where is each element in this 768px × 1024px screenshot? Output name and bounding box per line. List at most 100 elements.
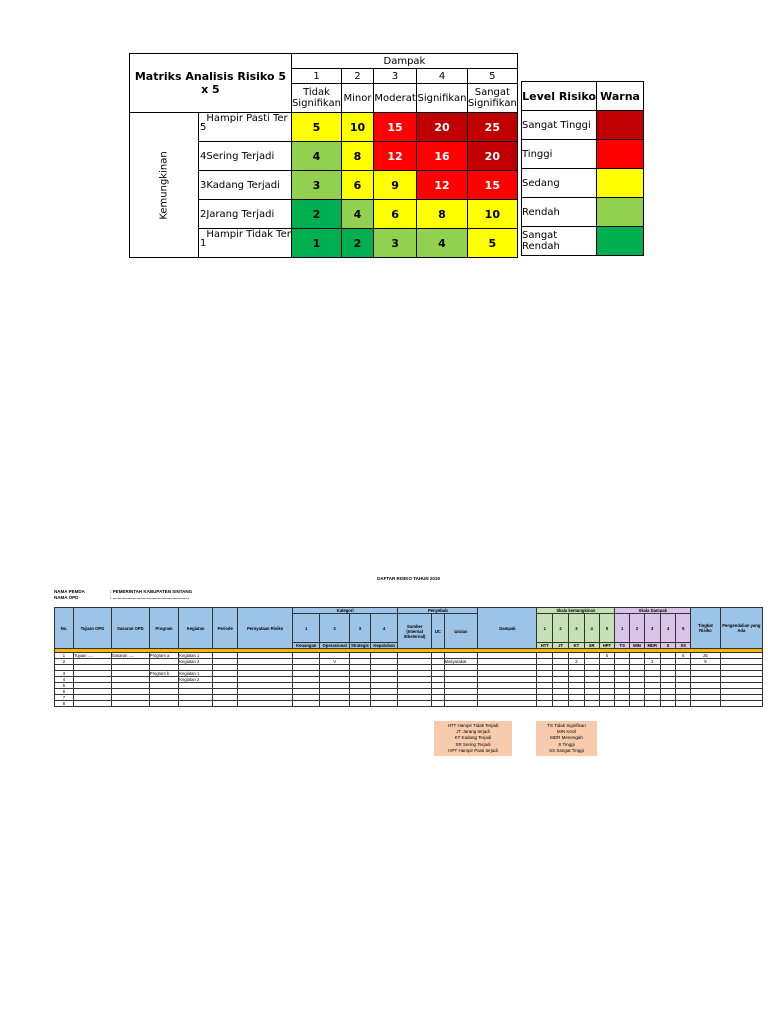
risk-score-cell: 10 <box>341 112 374 142</box>
impact-label: Moderat <box>372 83 418 113</box>
opd-key: NAMA OPD <box>54 595 79 600</box>
dam-num: 3 <box>643 613 661 643</box>
kategori-sub: Strategis <box>348 642 371 649</box>
impact-header: Dampak <box>290 53 519 69</box>
likelihood-label: Sering Terjadi <box>206 141 292 171</box>
note-line: KT Kadang Terjadi <box>454 735 492 741</box>
legend-color-swatch <box>596 110 644 140</box>
col-tujuan: Tujuan OPD <box>72 607 112 649</box>
impact-number: 4 <box>416 68 468 84</box>
risk-score-cell: 5 <box>466 228 519 258</box>
kategori-num: 4 <box>369 613 399 643</box>
risk-score-cell: 4 <box>416 228 468 258</box>
color-header: Warna <box>596 81 644 111</box>
cell-periode[interactable] <box>211 700 239 707</box>
cell-kat2[interactable] <box>319 700 350 707</box>
cell-kat3[interactable] <box>348 700 371 707</box>
cell-dam1[interactable] <box>614 700 631 707</box>
note-line: MDR Menengah <box>550 735 583 741</box>
risk-score-cell: 25 <box>466 112 519 142</box>
cell-kem4[interactable] <box>583 700 600 707</box>
risk-score-cell: 5 <box>290 112 343 142</box>
col-pernyataan: Pernyataan Risiko <box>237 607 294 649</box>
cell-pengendalian[interactable] <box>719 700 764 707</box>
legend-row: Rendah <box>520 197 644 227</box>
impact-label: Tidak Signifikan <box>290 83 343 113</box>
kategori-num: 1 <box>292 613 321 643</box>
level-header: Level Risiko <box>520 81 598 111</box>
risk-score-cell: 1 <box>290 228 343 258</box>
matrix-title: Matriks Analisis Risiko 5 x 5 <box>129 53 292 113</box>
legend-level-label: Sedang <box>520 168 598 198</box>
likelihood-row: 2 Jarang Terjadi 2 4 6 8 10 <box>130 199 519 229</box>
risk-score-cell: 2 <box>341 228 374 258</box>
kem-num: 1 <box>536 613 554 643</box>
risk-score-cell: 20 <box>416 112 468 142</box>
cell-kem5[interactable] <box>598 700 616 707</box>
cell-sumber[interactable] <box>397 700 433 707</box>
cell-uc[interactable] <box>431 700 445 707</box>
cell-dampak[interactable] <box>477 700 538 707</box>
likelihood-label: Hampir Tidak Ter <box>206 228 292 258</box>
col-sumber: Sumber (Internal /Eksternal) <box>397 613 433 649</box>
legend-row: Sangat Tinggi <box>520 110 644 140</box>
cell-tingkat[interactable] <box>690 700 721 707</box>
note-line: SS Sangat Tinggi <box>549 747 584 753</box>
cell-kat4[interactable] <box>369 700 399 707</box>
legend-color-swatch <box>596 197 644 227</box>
col-tingkat: Tingkat Risiko <box>690 607 721 649</box>
risk-score-cell: 6 <box>372 199 418 229</box>
risk-score-cell: 12 <box>372 141 418 171</box>
cell-kem1[interactable] <box>536 700 554 707</box>
cell-dam2[interactable] <box>629 700 645 707</box>
likelihood-number: 5 <box>198 112 207 142</box>
legend-color-swatch <box>596 226 644 256</box>
impact-number: 1 <box>290 68 343 84</box>
opd-value: : ......................................… <box>110 595 190 600</box>
legend-level-label: Sangat Tinggi <box>520 110 598 140</box>
likelihood-key-note: HTT Hampir Tidak Terjadi JT Jarang terjad… <box>434 721 512 757</box>
col-pengendalian: Pengendalian yang Ada <box>719 607 764 649</box>
pemda-value: : PEMERINTAH KABUPATEN SINTANG <box>110 589 193 594</box>
cell-uraian[interactable] <box>443 700 479 707</box>
note-line: MIN Kecil <box>556 729 577 735</box>
cell-kem3[interactable] <box>567 700 585 707</box>
table-row: 8 <box>54 700 764 707</box>
risk-score-cell: 3 <box>290 170 343 200</box>
likelihood-row: Kemungkinan 5 Hampir Pasti Ter 5 10 15 20 25 <box>128 112 519 258</box>
cell-dam4[interactable] <box>659 700 677 707</box>
impact-label: Minor <box>341 83 374 113</box>
likelihood-number: 4 <box>198 141 207 171</box>
dam-num: 4 <box>659 613 677 643</box>
cell-tujuan[interactable] <box>72 700 112 707</box>
cell-kat1[interactable] <box>292 700 321 707</box>
cell-sasaran[interactable] <box>110 700 150 707</box>
likelihood-row: 4 Sering Terjadi 4 8 12 16 20 <box>130 141 519 171</box>
legend-level-label: Tinggi <box>520 139 598 169</box>
col-program: Program <box>148 607 180 649</box>
dam-num: 2 <box>629 613 645 643</box>
col-no: No. <box>54 607 74 649</box>
cell-no[interactable]: 8 <box>54 700 74 707</box>
kem-num: 3 <box>567 613 585 643</box>
risk-score-cell: 2 <box>290 199 343 229</box>
cell-dam3[interactable] <box>643 700 661 707</box>
col-sasaran: Sasaran OPD <box>110 607 150 649</box>
risk-score-cell: 16 <box>416 141 468 171</box>
cell-program[interactable] <box>148 700 180 707</box>
risk-score-cell: 6 <box>341 170 374 200</box>
dam-num: 1 <box>614 613 631 643</box>
impact-number: 3 <box>372 68 418 84</box>
likelihood-axis-label: Kemungkinan <box>128 112 200 258</box>
legend-row: Sedang <box>520 168 644 198</box>
kem-num: 2 <box>552 613 569 643</box>
likelihood-number: 1 <box>198 228 207 258</box>
note-line: S Tinggi <box>558 741 575 747</box>
cell-kegiatan[interactable] <box>178 700 213 707</box>
cell-kem2[interactable] <box>552 700 569 707</box>
cell-dam5[interactable] <box>675 700 692 707</box>
cell-pernyataan[interactable] <box>237 700 294 707</box>
impact-number: 5 <box>466 68 519 84</box>
table-row <box>54 664 764 671</box>
